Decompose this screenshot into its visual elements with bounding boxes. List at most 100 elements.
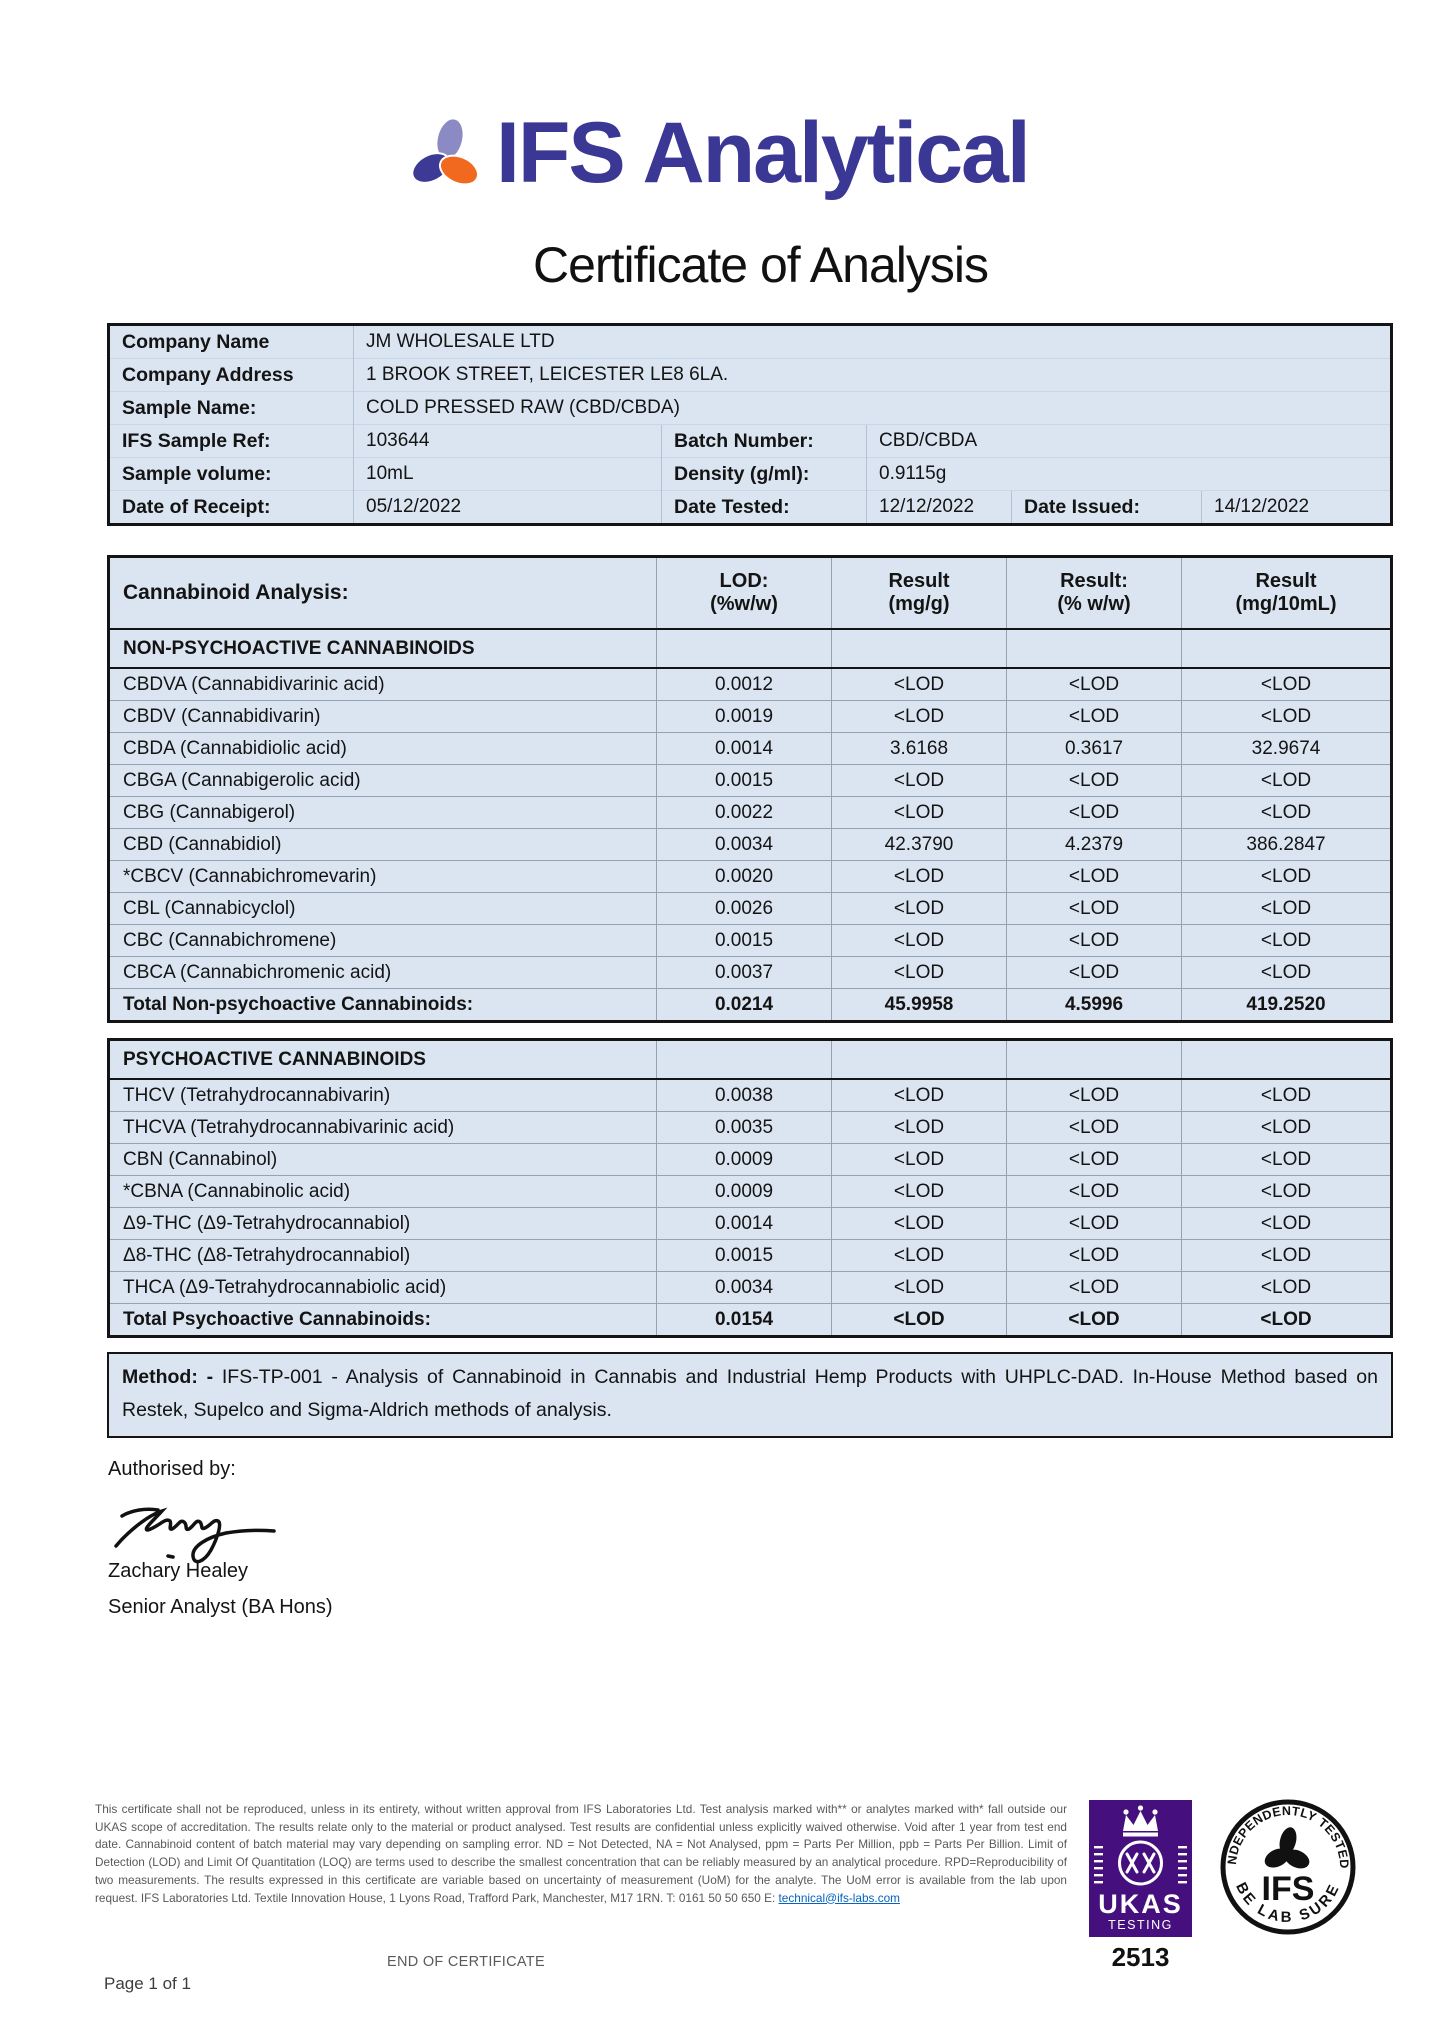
analyte-value: <LOD [831, 1111, 1007, 1144]
analyte-value: <LOD [1006, 1143, 1182, 1176]
analyte-value: 45.9958 [831, 988, 1007, 1022]
analyte-name: CBGA (Cannabigerolic acid) [108, 764, 657, 797]
ukas-accreditation-number: 2513 [1111, 1942, 1170, 1972]
analyte-name: CBL (Cannabicyclol) [108, 892, 657, 925]
table-row: Sample Name: COLD PRESSED RAW (CBD/CBDA) [108, 391, 1392, 425]
sample-volume-label: Sample volume: [108, 457, 354, 491]
analyte-value: 0.0034 [656, 1271, 832, 1304]
total-row: Total Psychoactive Cannabinoids: 0.0154 <L… [108, 1303, 1392, 1337]
analyte-value: <LOD [831, 667, 1007, 701]
column-header-label: Result [888, 570, 950, 592]
brand-name: IFS Analytical [496, 105, 1031, 201]
analyte-row: CBDA (Cannabidiolic acid) 0.0014 3.6168 0.3… [108, 732, 1392, 765]
analyte-value: 0.3617 [1006, 732, 1182, 765]
analyte-name: THCA (Δ9-Tetrahydrocannabiolic acid) [108, 1271, 657, 1304]
analyte-value: <LOD [1181, 892, 1392, 925]
analyte-value: <LOD [831, 1239, 1007, 1272]
date-tested-value: 12/12/2022 [866, 490, 1012, 525]
ukas-sub-label: TESTING [1108, 1918, 1173, 1932]
company-address-value: 1 BROOK STREET, LEICESTER LE8 6LA. [353, 358, 1392, 392]
analyte-value: <LOD [831, 1143, 1007, 1176]
analyte-value: 0.0015 [656, 1239, 832, 1272]
seal-ifs-text: IFS [1262, 1870, 1315, 1908]
analyte-value: <LOD [1181, 1207, 1392, 1240]
ifs-sample-ref-value: 103644 [353, 424, 662, 458]
analyte-value: <LOD [1181, 1175, 1392, 1208]
analyte-value: <LOD [1006, 1271, 1182, 1304]
seal-leaf-icon [1264, 1827, 1310, 1869]
analyte-value: <LOD [1006, 667, 1182, 701]
analyte-name: CBDVA (Cannabidivarinic acid) [108, 667, 657, 701]
analyte-row: Δ8-THC (Δ8-Tetrahydrocannabiol) 0.0015 <LO… [108, 1239, 1392, 1272]
analyte-row: *CBCV (Cannabichromevarin) 0.0020 <LOD <LOD… [108, 860, 1392, 893]
analyte-row: CBCA (Cannabichromenic acid) 0.0037 <LOD <L… [108, 956, 1392, 989]
analyte-value: 0.0026 [656, 892, 832, 925]
analyte-row: THCVA (Tetrahydrocannabivarinic acid) 0.0… [108, 1111, 1392, 1144]
ukas-testing-logo: UKAS TESTING [1089, 1800, 1192, 1937]
analyte-value: <LOD [1006, 1111, 1182, 1144]
analyte-value: 32.9674 [1181, 732, 1392, 765]
sample-name-label: Sample Name: [108, 391, 354, 425]
analyte-value: <LOD [831, 892, 1007, 925]
analyte-name: *CBCV (Cannabichromevarin) [108, 860, 657, 893]
analyte-name: CBN (Cannabinol) [108, 1143, 657, 1176]
analyte-name: CBDA (Cannabidiolic acid) [108, 732, 657, 765]
analyte-row: CBDV (Cannabidivarin) 0.0019 <LOD <LOD <LOD [108, 700, 1392, 733]
date-receipt-value: 05/12/2022 [353, 490, 662, 525]
analyte-value: 0.0034 [656, 828, 832, 861]
signature-image [114, 1507, 276, 1564]
date-tested-label: Date Tested: [661, 490, 867, 525]
analyte-value: 4.2379 [1006, 828, 1182, 861]
section-header-row: NON-PSYCHOACTIVE CANNABINOIDS [108, 629, 1392, 669]
ifs-seal: INDEPENDENTLY TESTED BE LAB SURE IFS [1218, 1797, 1356, 1935]
brand-logo: IFS Analytical [410, 105, 1031, 201]
analyte-value: <LOD [831, 860, 1007, 893]
column-header-unit: (% w/w) [1057, 593, 1131, 615]
analyte-value: <LOD [1006, 860, 1182, 893]
table-row: Company Address 1 BROOK STREET, LEICESTE… [108, 358, 1392, 392]
table-row: Sample volume: 10mL Density (g/ml): 0.91… [108, 457, 1392, 491]
analyte-row: *CBNA (Cannabinolic acid) 0.0009 <LOD <LOD <… [108, 1175, 1392, 1208]
analyte-value: <LOD [831, 1303, 1007, 1337]
section-empty-cell [831, 1039, 1007, 1080]
column-header-label: Result [1255, 570, 1317, 592]
analyte-value: 0.0014 [656, 1207, 832, 1240]
analyte-name: CBD (Cannabidiol) [108, 828, 657, 861]
column-header-label: LOD: [719, 570, 769, 592]
analyte-value: <LOD [1006, 1239, 1182, 1272]
analyte-value: <LOD [1181, 764, 1392, 797]
column-header-unit: (%w/w) [710, 593, 778, 615]
analyte-name: Total Non-psychoactive Cannabinoids: [108, 988, 657, 1022]
sample-name-value: COLD PRESSED RAW (CBD/CBDA) [353, 391, 1392, 425]
analyte-value: <LOD [1181, 1271, 1392, 1304]
analyte-value: <LOD [831, 1078, 1007, 1112]
table-row: Company Name JM WHOLESALE LTD [109, 324, 1392, 359]
analyte-value: 3.6168 [831, 732, 1007, 765]
analyte-row: THCA (Δ9-Tetrahydrocannabiolic acid) 0.00… [108, 1271, 1392, 1304]
analyte-value: <LOD [1181, 1111, 1392, 1144]
analyte-row: CBDVA (Cannabidivarinic acid) 0.0012 <LOD <… [108, 667, 1392, 701]
table-row: Date of Receipt: 05/12/2022 Date Tested:… [108, 490, 1392, 525]
email-link[interactable]: technical@ifs-labs.com [778, 1890, 900, 1905]
page-title: Certificate of Analysis [533, 237, 989, 293]
signer-role: Senior Analyst (BA Hons) [108, 1596, 333, 1618]
section-empty-cell [831, 629, 1007, 669]
analyte-row: Δ9-THC (Δ9-Tetrahydrocannabiol) 0.0014 <LO… [108, 1207, 1392, 1240]
section-header-row: PSYCHOACTIVE CANNABINOIDS [108, 1039, 1392, 1080]
section-empty-cell [656, 1039, 832, 1080]
sample-info-table: Company Name JM WHOLESALE LTD Company Ad… [107, 323, 1393, 526]
analyte-value: 0.0022 [656, 796, 832, 829]
disclaimer-text: This certificate shall not be reproduced… [95, 1801, 1067, 1907]
analyte-value: <LOD [1181, 796, 1392, 829]
ukas-label: UKAS [1098, 1889, 1183, 1919]
analyte-value: <LOD [1181, 956, 1392, 989]
analyte-value: 4.5996 [1006, 988, 1182, 1022]
analyte-name: *CBNA (Cannabinolic acid) [108, 1175, 657, 1208]
column-header-label: Result: [1060, 570, 1128, 592]
analyte-value: <LOD [1006, 764, 1182, 797]
section-empty-cell [1006, 629, 1182, 669]
total-row: Total Non-psychoactive Cannabinoids: 0.02… [108, 988, 1392, 1022]
analyte-value: 0.0012 [656, 667, 832, 701]
analyte-value: <LOD [1006, 1078, 1182, 1112]
